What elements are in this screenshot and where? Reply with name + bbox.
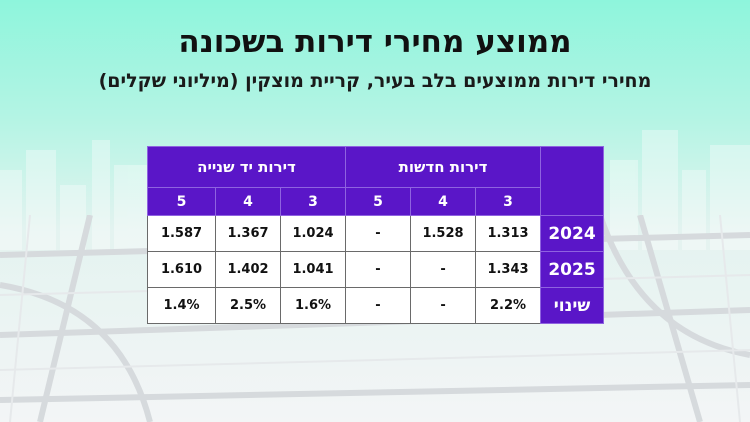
page-subtitle: מחירי דירות ממוצעים בלב בעיר, קריית מוצק… bbox=[98, 70, 652, 92]
row-label: שינוי bbox=[540, 287, 605, 324]
table-row: 2024 1.313 1.528 - 1.024 1.367 1.587 bbox=[147, 215, 605, 252]
table-cell: - bbox=[410, 251, 477, 288]
table-cell: 1.024 bbox=[280, 215, 346, 252]
table-cell: 1.528 bbox=[410, 215, 477, 252]
table-cell: 1.343 bbox=[475, 251, 542, 288]
apartment-prices-table: דירות חדשות דירות יד שנייה 3 4 5 3 4 5 2… bbox=[147, 146, 605, 324]
rooms-header: 4 bbox=[410, 187, 477, 216]
table-cell: 1.4% bbox=[147, 287, 216, 324]
table-cell: 2.2% bbox=[475, 287, 542, 324]
table-cell: 1.313 bbox=[475, 215, 542, 252]
table-cell: - bbox=[344, 215, 412, 252]
group-header-second-hand: דירות יד שנייה bbox=[147, 146, 346, 188]
table-cell: 1.041 bbox=[280, 251, 346, 288]
rooms-header: 3 bbox=[280, 187, 346, 216]
table-row: 2025 1.343 - - 1.041 1.402 1.610 bbox=[147, 251, 605, 288]
group-header-new-apartments: דירות חדשות bbox=[344, 146, 542, 188]
rooms-header: 4 bbox=[215, 187, 281, 216]
table-row: שינוי 2.2% - - 1.6% 2.5% 1.4% bbox=[147, 287, 605, 324]
table-cell: 1.367 bbox=[215, 215, 281, 252]
city-skyline-background bbox=[0, 130, 750, 250]
table-cell: 1.6% bbox=[280, 287, 346, 324]
rooms-header: 5 bbox=[344, 187, 412, 216]
table-corner bbox=[540, 146, 605, 216]
table-cell: - bbox=[410, 287, 477, 324]
table-cell: 1.587 bbox=[147, 215, 216, 252]
rooms-header: 5 bbox=[147, 187, 216, 216]
table-cell: 1.402 bbox=[215, 251, 281, 288]
table-cell: - bbox=[344, 251, 412, 288]
table-cell: 1.610 bbox=[147, 251, 216, 288]
row-label: 2025 bbox=[540, 251, 605, 288]
row-label: 2024 bbox=[540, 215, 605, 252]
rooms-header: 3 bbox=[475, 187, 542, 216]
table-cell: 2.5% bbox=[215, 287, 281, 324]
page-title: ממוצע מחירי דירות בשכונה bbox=[178, 24, 572, 60]
table-cell: - bbox=[344, 287, 412, 324]
